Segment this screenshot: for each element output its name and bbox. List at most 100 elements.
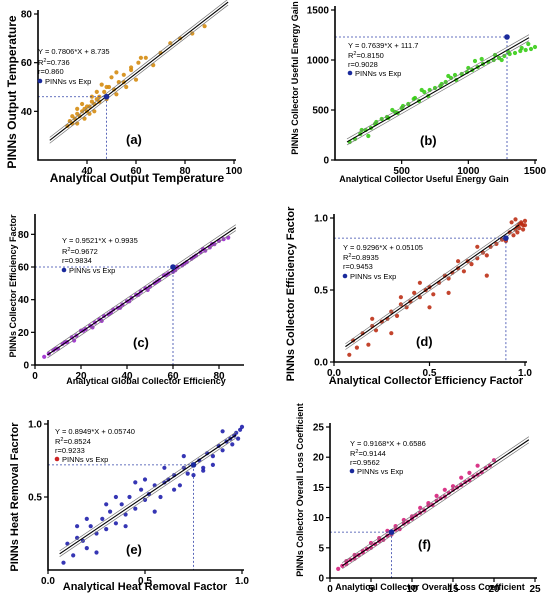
panel-a: 40 60 80 100 40 60 80 PINNs Output Temperature… — [5, 0, 243, 185]
panel-f-ytick-label: 10 — [313, 513, 325, 524]
panel-e: 0.0 0.5 1.0 0.5 1.0 PINNs Heat Removal Facrt… — [9, 420, 249, 594]
panel-e-point — [162, 465, 167, 470]
panel-c-ylabel: PINNs Collector Efficiency Factor — [8, 214, 18, 358]
panel-d-xlabel: Analytical Collector Efficiency Factor — [329, 375, 524, 387]
panel-a-point — [102, 89, 107, 94]
panel-f-point — [467, 470, 472, 475]
panel-d-ytick-label: 0.5 — [314, 286, 328, 297]
panel-e-label: (e) — [126, 542, 142, 557]
panel-e-point — [220, 429, 225, 434]
panel-e-point — [84, 516, 89, 522]
panel-d-point — [475, 244, 480, 249]
panel-d-point — [511, 233, 516, 238]
panel-b-r2-value: 0.8150 — [361, 51, 384, 60]
panel-e-xtick-label: 0.0 — [41, 576, 55, 587]
panel-b-point — [528, 46, 534, 52]
panel-a-point — [138, 55, 143, 60]
panel-e-point — [142, 477, 148, 482]
panel-d-equation: Y = 0.9296*X + 0.05105 — [343, 243, 423, 252]
panel-b-label: (b) — [420, 133, 437, 148]
panel-f-r: r=0.9562 — [350, 458, 380, 467]
panel-f-label: (f) — [418, 537, 431, 552]
panel-c-r: r=0.9834 — [62, 256, 92, 265]
panel-e-confidence-line — [59, 431, 237, 552]
panel-e-point — [181, 454, 186, 459]
panel-f-point — [475, 463, 480, 468]
panel-b-point — [479, 56, 484, 62]
panel-c-point — [226, 235, 231, 240]
panel-b-highlight-point — [504, 34, 510, 40]
panel-a-highlight-point — [103, 93, 110, 100]
panel-b-point — [519, 45, 524, 51]
panel-c-plot: 0 20 40 60 80 0 20 40 60 80 — [18, 214, 244, 382]
panel-f-legend-marker — [349, 468, 355, 474]
panel-e-confidence-line — [59, 437, 237, 557]
panel-d-point — [431, 292, 436, 297]
panel-d-point — [389, 331, 394, 336]
panel-f-ytick-label: 15 — [313, 483, 325, 494]
panel-f-confidence-line — [342, 442, 530, 570]
panel-b-point — [452, 72, 458, 78]
panel-a-xtick-label: 40 — [81, 166, 93, 177]
panel-d-point — [366, 342, 371, 347]
panel-a-r2-value: 0.736 — [51, 58, 70, 67]
panel-a-point — [129, 65, 134, 70]
panel-a-ylabel: PINNs Output Temperature — [5, 15, 19, 168]
panel-e-plot: 0.0 0.5 1.0 0.5 1.0 — [28, 420, 249, 588]
panel-e-point — [108, 509, 113, 514]
panel-d-ytick-label: 1.0 — [314, 214, 328, 225]
panel-e-xlabel: Analytical Heat Removal Factor — [63, 581, 228, 593]
panel-d-ylabel: PINNs Collector Efficiency Factor — [285, 206, 297, 382]
panel-d-point — [469, 262, 474, 267]
panel-b-legend-marker — [347, 70, 353, 76]
panel-a-equation: Y = 0.7806*X + 8.735 — [38, 47, 110, 56]
panel-f-equation: Y = 0.9168*X + 0.6586 — [350, 439, 426, 448]
panel-b-point — [526, 41, 531, 47]
panel-f-point — [336, 566, 341, 572]
panel-e-point — [185, 471, 190, 476]
panel-e-point — [133, 506, 138, 511]
panel-e-point — [201, 468, 206, 473]
panel-e-point — [75, 535, 80, 541]
panel-d-highlight-point — [503, 235, 509, 241]
panel-e-point — [191, 473, 196, 478]
panel-a-plot: 40 60 80 100 40 60 80 — [21, 0, 243, 177]
panel-d-point — [446, 290, 451, 295]
panel-c-xtick-label: 20 — [75, 371, 87, 382]
panel-b-point — [523, 47, 528, 53]
panel-d-xtick-label: 0.5 — [423, 368, 437, 379]
panel-e-point — [201, 465, 206, 470]
panel-f-ytick-label: 0 — [318, 574, 324, 585]
panel-b-r2: R2=0.8150 — [348, 51, 384, 60]
panel-e-point — [84, 546, 89, 551]
panel-b-xlabel: Analytical Collector Useful Energy Gain — [339, 174, 509, 184]
panel-d-point — [446, 276, 451, 281]
panel-c-confidence-line — [47, 230, 236, 359]
panel-f-r2: R2=0.9144 — [350, 449, 386, 458]
panel-b: 500 1000 1500 0 500 1000 1500 PINNs Collector … — [290, 1, 547, 184]
panel-a-point — [99, 82, 104, 87]
panel-b-r: r=0.9028 — [348, 60, 378, 69]
panel-f-r2-value: 0.9144 — [363, 449, 386, 458]
panel-e-point — [123, 524, 128, 529]
panel-b-ytick-label: 1000 — [307, 56, 330, 67]
panel-c-label: (c) — [133, 335, 149, 350]
panel-c-highlight-point — [170, 264, 176, 270]
panel-a-point — [124, 84, 129, 90]
panel-e-point — [104, 527, 109, 532]
panel-f-xtick-label: 5 — [368, 584, 374, 595]
panel-c-xtick-label: 60 — [167, 371, 179, 382]
panel-e-ylabel: PINNs Heat Removal Facrtor — [9, 422, 21, 572]
panel-c-legend: PINNs vs Exp — [69, 266, 115, 275]
panel-a-point — [202, 24, 207, 29]
panel-f-point — [459, 475, 464, 480]
panel-d-ytick-label: 0.0 — [314, 358, 328, 369]
panel-a-point — [80, 101, 85, 107]
panel-b-plot: 500 1000 1500 0 500 1000 1500 — [307, 6, 547, 178]
panel-e-r2-value: 0.8524 — [68, 437, 91, 446]
panel-c: 0 20 40 60 80 0 20 40 60 80 PINNs Collector Effic… — [8, 214, 244, 386]
panel-e-equation: Y = 0.8949*X + 0.05740 — [55, 427, 135, 436]
panel-d-fit-line — [345, 224, 520, 348]
panel-c-point — [42, 354, 47, 359]
panel-e-point — [127, 494, 132, 500]
